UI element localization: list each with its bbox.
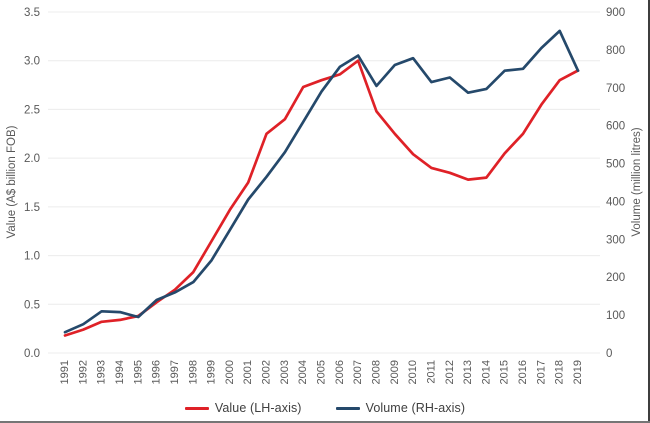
screenshot-bottom-border xyxy=(0,421,650,423)
left-axis-title: Value (A$ billion FOB) xyxy=(6,125,18,238)
year-tick-label: 2014 xyxy=(480,360,492,384)
year-tick-label: 1996 xyxy=(151,360,163,384)
value-line-swatch xyxy=(184,406,209,410)
year-tick-label: 2010 xyxy=(407,360,419,384)
legend: Value (LH-axis) Volume (RH-axis) xyxy=(0,397,650,419)
volume-line-swatch xyxy=(335,406,360,410)
left-axis-tick-label: 1.0 xyxy=(24,251,40,263)
right-axis-tick-label: 600 xyxy=(606,121,625,133)
right-axis-tick-label: 500 xyxy=(606,159,625,171)
year-tick-label: 2002 xyxy=(261,360,273,384)
legend-label-value: Value (LH-axis) xyxy=(214,401,302,415)
right-axis-tick-label: 100 xyxy=(606,310,625,322)
year-tick-label: 2003 xyxy=(279,360,291,384)
left-axis-tick-label: 1.5 xyxy=(24,202,40,214)
year-tick-label: 2009 xyxy=(389,360,401,384)
right-axis-title: Volume (million litres) xyxy=(631,127,643,236)
right-axis-tick-label: 200 xyxy=(606,272,625,284)
right-axis-tick-label: 0 xyxy=(606,348,612,360)
year-tick-label: 2016 xyxy=(517,360,529,384)
year-tick-label: 1998 xyxy=(187,360,199,384)
year-tick-label: 2018 xyxy=(554,360,566,384)
year-tick-label: 2000 xyxy=(224,360,236,384)
year-tick-label: 1991 xyxy=(59,360,71,384)
legend-item-volume: Volume (RH-axis) xyxy=(335,401,466,415)
left-axis-tick-label: 2.5 xyxy=(24,104,40,116)
year-tick-label: 1995 xyxy=(132,360,144,384)
year-tick-label: 1992 xyxy=(77,360,89,384)
year-tick-label: 1999 xyxy=(206,360,218,384)
year-tick-label: 1994 xyxy=(114,360,126,384)
legend-item-value: Value (LH-axis) xyxy=(184,401,302,415)
value-line xyxy=(63,59,580,337)
year-tick-label: 2019 xyxy=(572,360,584,384)
year-tick-label: 2013 xyxy=(462,360,474,384)
year-tick-label: 2008 xyxy=(370,360,382,384)
year-tick-label: 1997 xyxy=(169,360,181,384)
left-axis-tick-label: 3.0 xyxy=(24,56,40,68)
screenshot-right-border xyxy=(648,0,650,423)
year-tick-label: 1993 xyxy=(96,360,108,384)
left-axis-tick-label: 0.5 xyxy=(24,299,40,311)
year-tick-label: 2012 xyxy=(444,360,456,384)
year-tick-label: 2005 xyxy=(316,360,328,384)
legend-label-volume: Volume (RH-axis) xyxy=(365,401,466,415)
right-axis-tick-label: 800 xyxy=(606,45,625,57)
left-axis-tick-label: 3.5 xyxy=(24,7,40,19)
left-axis-tick-label: 0.0 xyxy=(24,348,40,360)
year-tick-label: 2007 xyxy=(352,360,364,384)
left-axis-tick-label: 2.0 xyxy=(24,153,40,165)
year-tick-label: 2015 xyxy=(499,360,511,384)
right-axis-tick-label: 400 xyxy=(606,196,625,208)
year-tick-label: 2001 xyxy=(242,360,254,384)
year-tick-label: 2004 xyxy=(297,360,309,384)
year-tick-label: 2006 xyxy=(334,360,346,384)
right-axis-tick-label: 300 xyxy=(606,234,625,246)
right-axis-tick-label: 900 xyxy=(606,7,625,19)
year-tick-label: 2011 xyxy=(425,360,437,384)
volume-line xyxy=(63,29,580,334)
year-tick-label: 2017 xyxy=(535,360,547,384)
right-axis-tick-label: 700 xyxy=(606,83,625,95)
